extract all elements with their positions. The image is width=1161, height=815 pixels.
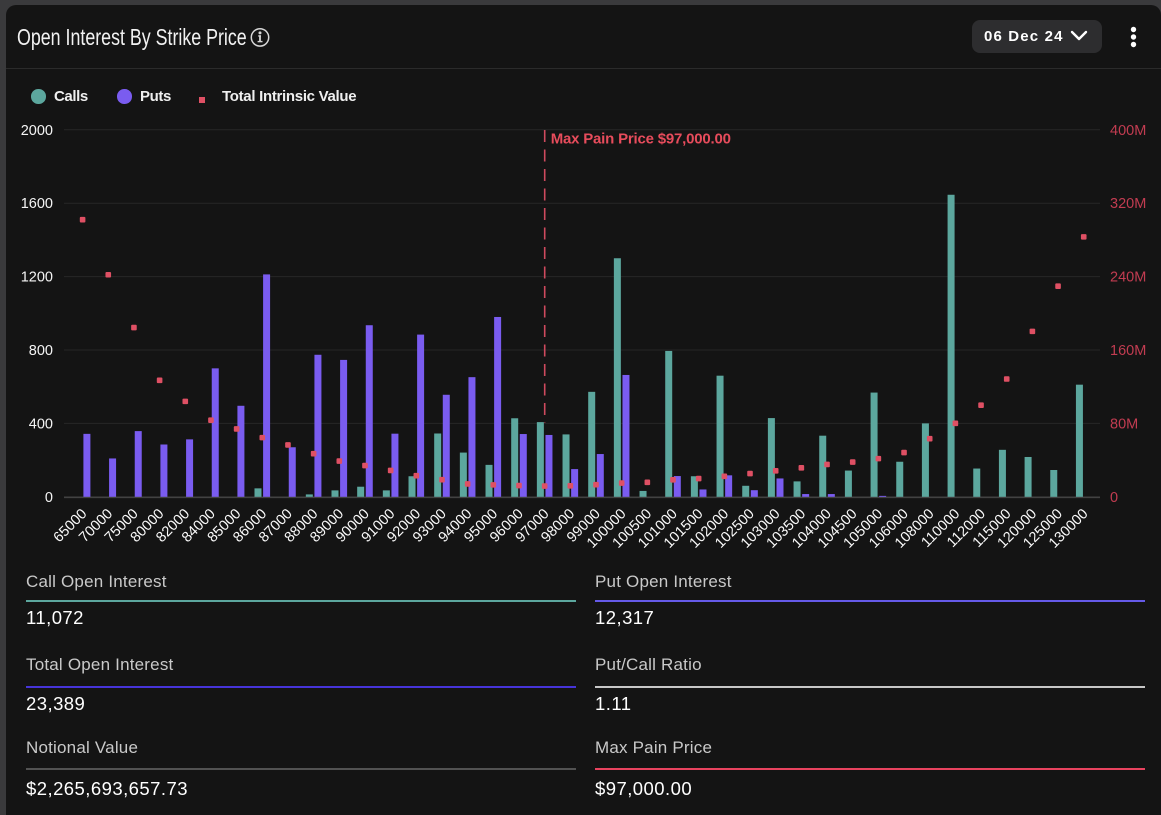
svg-text:240M: 240M [1110, 270, 1146, 286]
svg-text:1600: 1600 [21, 196, 53, 212]
svg-text:400M: 400M [1110, 123, 1146, 139]
svg-text:0: 0 [1110, 490, 1118, 506]
svg-text:160M: 160M [1110, 343, 1146, 359]
svg-text:Max Pain Price $97,000.00: Max Pain Price $97,000.00 [551, 131, 731, 148]
svg-text:400: 400 [29, 416, 53, 432]
svg-text:0: 0 [45, 490, 53, 506]
svg-text:1200: 1200 [21, 270, 53, 286]
svg-text:800: 800 [29, 343, 53, 359]
svg-text:320M: 320M [1110, 196, 1146, 212]
svg-text:2000: 2000 [21, 123, 53, 139]
svg-text:80M: 80M [1110, 416, 1138, 432]
